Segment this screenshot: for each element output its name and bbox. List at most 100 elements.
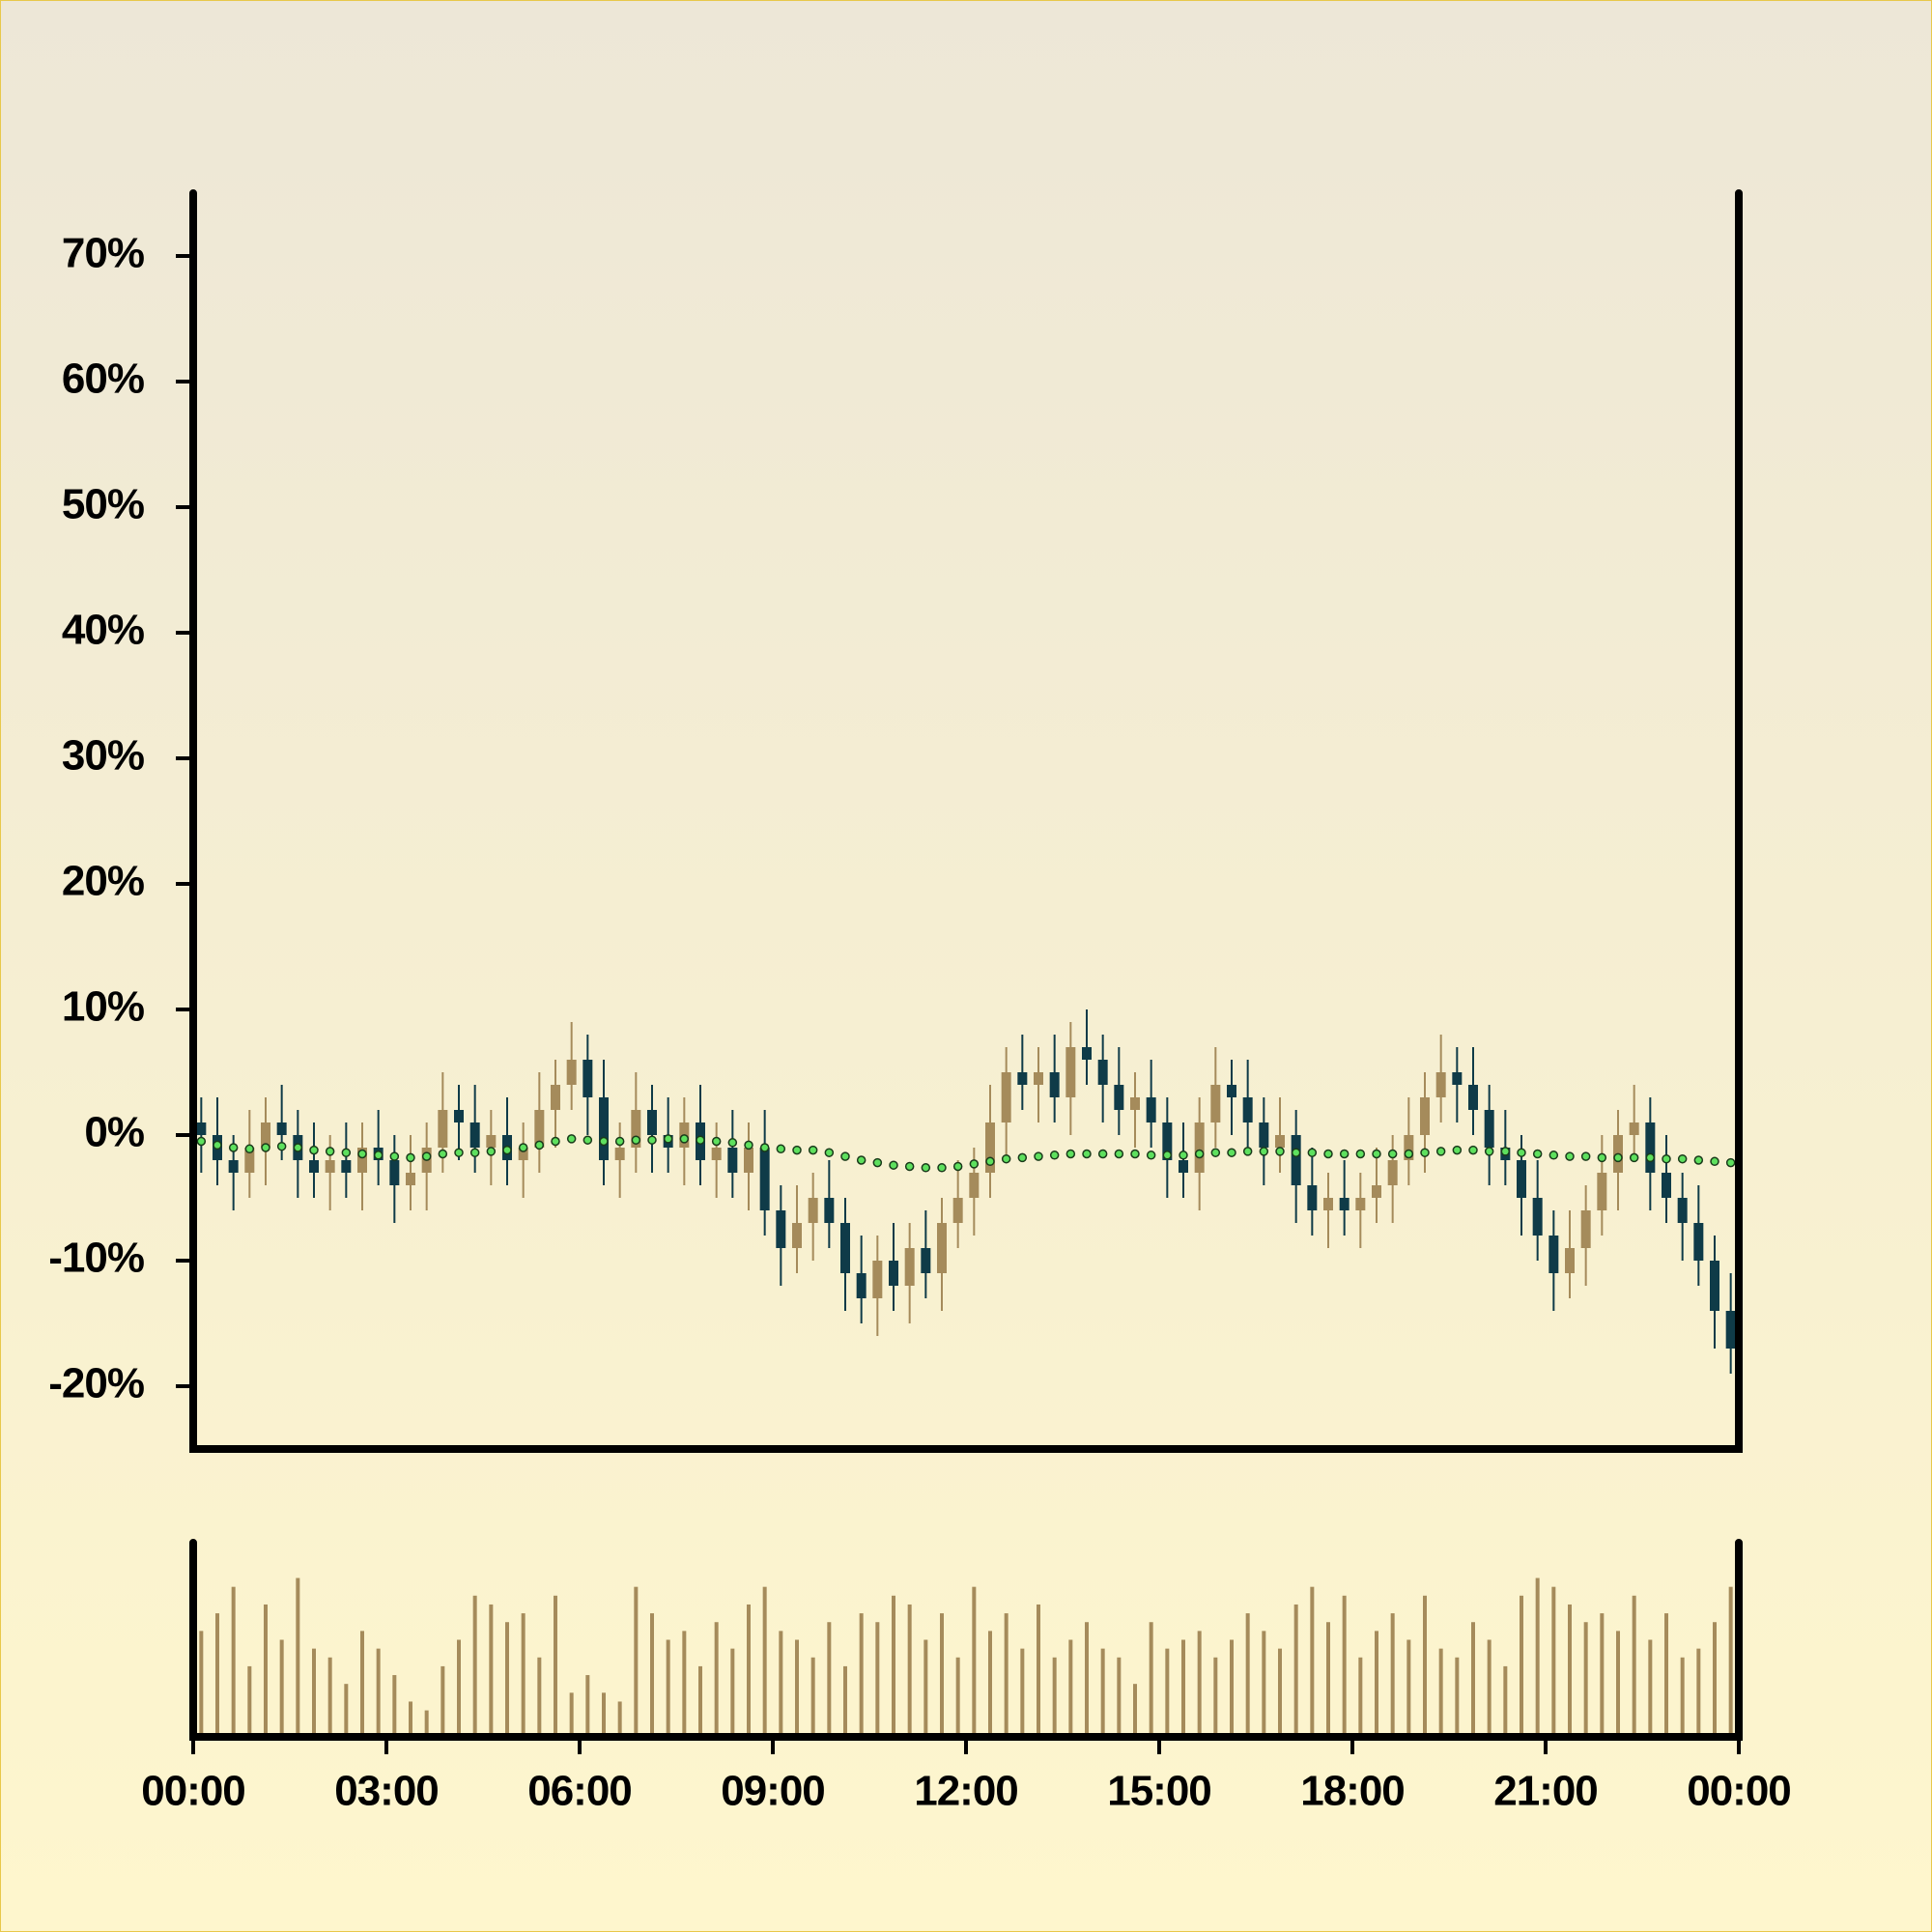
volume-bar <box>1149 1622 1153 1737</box>
candle-body <box>872 1261 883 1298</box>
candle-body <box>808 1198 818 1223</box>
candle-body <box>1565 1248 1575 1273</box>
candle-body <box>1548 1236 1559 1273</box>
volume-bar <box>730 1648 735 1737</box>
candle-body <box>1580 1210 1591 1248</box>
ma-point <box>293 1143 303 1152</box>
ma-point <box>696 1135 705 1145</box>
candle-body <box>1372 1185 1381 1198</box>
volume-bar <box>1213 1657 1218 1737</box>
candle-body <box>744 1148 753 1173</box>
candle-body <box>534 1110 545 1148</box>
volume-bar <box>762 1586 767 1737</box>
y-tick-label: -20% <box>48 1360 144 1407</box>
x-tick-label: 03:00 <box>334 1768 439 1815</box>
volume-bar <box>585 1675 590 1737</box>
volume-bar <box>1358 1657 1363 1737</box>
candle-body <box>1339 1198 1350 1210</box>
ma-point <box>1097 1149 1108 1159</box>
ma-point <box>1580 1151 1591 1161</box>
y-tick-label: 0% <box>84 1109 144 1156</box>
candle-body <box>1323 1198 1333 1210</box>
volume-bar <box>1551 1586 1556 1737</box>
volume-bar <box>650 1613 654 1737</box>
ma-point <box>1065 1149 1076 1159</box>
volume-bar <box>1004 1613 1009 1737</box>
candle-body <box>276 1122 287 1135</box>
volume-bar <box>215 1613 219 1737</box>
ma-point <box>1629 1152 1639 1163</box>
ma-point <box>808 1145 818 1155</box>
volume-bar <box>1471 1622 1475 1737</box>
ma-point <box>1210 1148 1221 1157</box>
candle-body <box>406 1173 415 1185</box>
ma-point <box>1500 1147 1511 1156</box>
ma-point <box>599 1136 609 1147</box>
volume-bar <box>1375 1631 1378 1737</box>
volume-bar <box>424 1710 429 1737</box>
candle-body <box>889 1261 898 1286</box>
ma-point <box>357 1149 367 1159</box>
candle-body <box>469 1122 480 1148</box>
x-tick-label: 21:00 <box>1493 1768 1598 1815</box>
volume-bar <box>1600 1613 1605 1737</box>
ma-point <box>1162 1151 1173 1160</box>
volume-bar <box>1520 1595 1523 1737</box>
y-tick-label: 50% <box>62 481 144 528</box>
candle-body <box>647 1110 657 1135</box>
candle-body <box>969 1173 980 1198</box>
ma-point <box>840 1151 850 1161</box>
candle-body <box>1210 1085 1221 1122</box>
volume-bar <box>569 1692 574 1737</box>
ma-point <box>824 1148 835 1157</box>
ma-point <box>1532 1149 1543 1159</box>
candle-body <box>904 1248 915 1286</box>
ma-point <box>421 1151 432 1161</box>
candle-body <box>1645 1122 1656 1173</box>
ma-point <box>679 1134 690 1144</box>
candle-body <box>196 1122 207 1135</box>
volume-bar <box>923 1639 928 1737</box>
ma-point <box>663 1134 673 1144</box>
volume-bar <box>955 1657 960 1737</box>
ma-point <box>711 1136 722 1147</box>
ma-point <box>196 1136 207 1147</box>
volume-bar <box>312 1648 316 1737</box>
volume-bar <box>843 1665 847 1737</box>
volume-bar <box>199 1631 204 1737</box>
candle-body <box>325 1160 335 1173</box>
ma-point <box>937 1163 947 1173</box>
x-tick-label: 09:00 <box>721 1768 825 1815</box>
volume-bar <box>1068 1639 1073 1737</box>
volume-bar <box>1342 1595 1347 1737</box>
candle-body <box>759 1148 770 1210</box>
volume-bar <box>907 1604 912 1737</box>
candle-body <box>792 1223 802 1248</box>
volume-bar <box>1310 1586 1315 1737</box>
volume-bar <box>1037 1604 1040 1737</box>
x-tick-label: 15:00 <box>1107 1768 1211 1815</box>
ma-point <box>1017 1152 1028 1163</box>
price-frame <box>189 189 1743 1453</box>
volume-bar <box>714 1622 719 1737</box>
candle-body <box>1114 1085 1124 1110</box>
y-tick-label: 20% <box>62 858 144 905</box>
volume-bar <box>1455 1657 1460 1737</box>
volume-bar <box>1293 1604 1298 1737</box>
candle-body <box>727 1148 738 1173</box>
volume-bar <box>698 1665 702 1737</box>
axes <box>189 189 1743 1741</box>
ma-point <box>1662 1153 1671 1164</box>
volume-bar <box>779 1631 783 1737</box>
ma-point <box>534 1140 545 1151</box>
ma-point <box>1597 1152 1607 1163</box>
volume-bar <box>296 1577 300 1737</box>
volume-bar <box>1245 1613 1250 1737</box>
ma-point <box>309 1145 319 1155</box>
candle-body <box>1629 1122 1639 1135</box>
volume-bar <box>682 1631 687 1737</box>
ma-point <box>872 1157 883 1168</box>
candle-body <box>952 1198 963 1223</box>
volume-bar <box>392 1675 397 1737</box>
